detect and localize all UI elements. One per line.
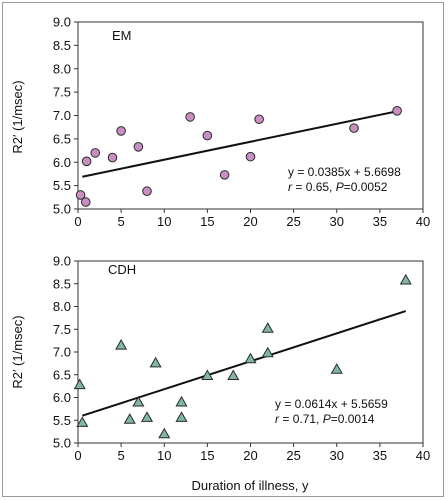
em-data-point bbox=[219, 170, 230, 180]
em-x-tick-label: 25 bbox=[286, 214, 300, 229]
cdh-data-point bbox=[244, 352, 257, 364]
em-x-tick-label: 5 bbox=[118, 214, 125, 229]
em-data-point bbox=[142, 186, 152, 197]
cdh-y-tick-label: 6.0 bbox=[53, 390, 71, 405]
em-x-tick-label: 40 bbox=[416, 214, 430, 229]
em-panel-label: EM bbox=[112, 28, 132, 43]
em-data-point bbox=[107, 152, 118, 163]
em-data-point bbox=[185, 112, 195, 122]
cdh-data-point bbox=[140, 411, 154, 422]
cdh-x-axis-label: Duration of illness, y bbox=[191, 478, 309, 493]
em-data-point bbox=[133, 142, 144, 152]
cdh-x-tick-label: 15 bbox=[200, 448, 214, 463]
em-y-tick-label: 8.0 bbox=[53, 61, 71, 76]
cdh-data-point bbox=[201, 369, 214, 381]
em-regression-equation: y = 0.0385x + 5.6698 bbox=[288, 165, 401, 179]
em-data-point bbox=[245, 151, 256, 162]
cdh-y-tick-label: 8.0 bbox=[53, 299, 71, 314]
cdh-data-point bbox=[115, 338, 128, 350]
cdh-panel-label: CDH bbox=[108, 262, 136, 277]
cdh-regression-line bbox=[82, 310, 407, 417]
cdh-p-value: 0.0014 bbox=[338, 412, 375, 426]
cdh-data-point bbox=[76, 416, 89, 427]
cdh-data-point bbox=[158, 427, 171, 439]
em-x-tick-label: 10 bbox=[157, 214, 171, 229]
cdh-panel: CDH R2′ (1/msec) Duration of illness, y … bbox=[10, 254, 430, 494]
em-data-point bbox=[81, 156, 92, 167]
em-x-tick-label: 35 bbox=[373, 214, 387, 229]
em-x-tick-label: 30 bbox=[330, 214, 344, 229]
cdh-data-point bbox=[123, 413, 136, 424]
cdh-data-point bbox=[175, 411, 188, 422]
em-data-point bbox=[202, 130, 213, 141]
em-data-point bbox=[392, 106, 402, 116]
cdh-y-tick-label: 6.5 bbox=[53, 367, 71, 382]
em-y-tick-label: 6.0 bbox=[53, 155, 71, 170]
em-y-axis-label: R2′ (1/msec) bbox=[10, 80, 25, 153]
em-data-point bbox=[116, 126, 126, 136]
cdh-r-value: 0.71 bbox=[293, 412, 317, 426]
cdh-data-point bbox=[399, 273, 412, 285]
cdh-x-tick-label: 20 bbox=[243, 448, 257, 463]
em-r-value: 0.65 bbox=[306, 180, 330, 194]
cdh-data-point bbox=[175, 395, 188, 407]
em-panel: EM R2′ (1/msec) y = 0.0385x + 5.6698 r =… bbox=[10, 15, 430, 230]
cdh-x-tick-label: 30 bbox=[330, 448, 344, 463]
cdh-regression-equation: y = 0.0614x + 5.5659 bbox=[275, 397, 388, 411]
cdh-y-tick-label: 8.5 bbox=[53, 276, 71, 291]
em-data-point bbox=[90, 148, 101, 158]
cdh-regression-stats: r = 0.71, P=0.0014 bbox=[275, 412, 375, 426]
cdh-y-tick-label: 7.5 bbox=[53, 322, 71, 337]
cdh-y-tick-label: 9.0 bbox=[53, 254, 71, 269]
em-y-tick-label: 7.5 bbox=[53, 85, 71, 100]
em-data-point bbox=[349, 123, 359, 133]
cdh-x-tick-label: 35 bbox=[373, 448, 387, 463]
cdh-x-tick-label: 0 bbox=[74, 448, 81, 463]
cdh-y-axis-label: R2′ (1/msec) bbox=[10, 315, 25, 388]
cdh-x-tick-label: 40 bbox=[416, 448, 430, 463]
cdh-x-tick-label: 5 bbox=[118, 448, 125, 463]
em-data-point bbox=[80, 197, 91, 207]
em-x-tick-label: 0 bbox=[74, 214, 81, 229]
em-regression-stats: r = 0.65, P=0.0052 bbox=[288, 180, 388, 194]
em-data-point bbox=[254, 114, 264, 125]
em-y-tick-label: 5.0 bbox=[53, 202, 71, 217]
cdh-y-tick-label: 5.0 bbox=[53, 436, 71, 451]
em-x-tick-label: 15 bbox=[200, 214, 214, 229]
cdh-data-point bbox=[149, 356, 162, 368]
em-y-tick-label: 5.5 bbox=[53, 178, 71, 193]
cdh-data-point bbox=[132, 395, 145, 407]
cdh-data-point bbox=[261, 322, 274, 333]
cdh-data-point bbox=[227, 369, 240, 381]
em-y-tick-label: 7.0 bbox=[53, 108, 71, 123]
cdh-y-tick-label: 5.5 bbox=[53, 413, 71, 428]
em-regression-line bbox=[82, 109, 402, 178]
cdh-x-tick-label: 10 bbox=[157, 448, 171, 463]
em-p-value: 0.0052 bbox=[351, 180, 388, 194]
cdh-data-point bbox=[73, 378, 86, 390]
em-data-point bbox=[75, 190, 86, 200]
em-y-tick-label: 9.0 bbox=[53, 15, 71, 30]
cdh-x-tick-label: 25 bbox=[286, 448, 300, 463]
figure-frame bbox=[2, 2, 444, 497]
em-y-tick-label: 8.5 bbox=[53, 38, 71, 53]
cdh-data-point bbox=[261, 346, 274, 358]
em-y-tick-label: 6.5 bbox=[53, 131, 71, 146]
cdh-data-point bbox=[330, 363, 343, 374]
cdh-y-tick-label: 7.0 bbox=[53, 345, 71, 360]
em-x-tick-label: 20 bbox=[243, 214, 257, 229]
